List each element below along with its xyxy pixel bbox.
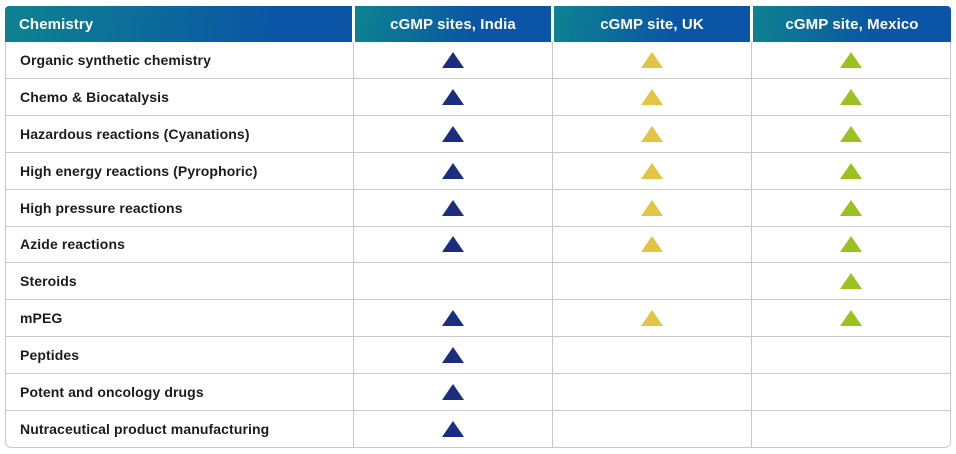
mexico-cell [751,78,950,115]
chemistry-cell: Azide reactions [6,227,353,263]
india-triangle-icon [442,236,464,253]
row-label: mPEG [20,310,63,327]
mexico-triangle-icon [840,162,862,179]
table-row: Chemo & Biocatalysis [6,77,950,115]
table-header: Chemistry cGMP sites, India cGMP site, U… [5,6,951,42]
mexico-cell [751,300,950,337]
chemistry-cell: High pressure reactions [6,190,353,226]
mexico-cell [751,411,950,447]
india-cell [353,115,552,152]
table-row: Azide reactions [6,225,950,263]
table-row: Nutraceutical product manufacturing [6,410,950,447]
chemistry-cell: Hazardous reactions (Cyanations) [6,116,353,152]
mexico-cell [751,42,950,78]
india-triangle-icon [442,88,464,105]
uk-triangle-icon [641,199,663,216]
uk-triangle-icon [641,236,663,253]
column-header-chemistry: Chemistry [5,6,352,42]
chemistry-cell: Steroids [6,263,353,299]
mexico-cell [751,189,950,226]
row-label: Chemo & Biocatalysis [20,88,170,105]
india-cell [353,226,552,263]
uk-cell [552,42,751,78]
uk-cell [552,263,751,300]
row-label: Peptides [20,347,80,364]
uk-triangle-icon [641,51,663,68]
mexico-cell [751,374,950,411]
row-label: Hazardous reactions (Cyanations) [20,125,250,142]
uk-cell [552,152,751,189]
row-label: Azide reactions [20,236,125,253]
chemistry-cell: Nutraceutical product manufacturing [6,411,353,447]
mexico-triangle-icon [840,88,862,105]
india-cell [353,189,552,226]
row-label: High energy reactions (Pyrophoric) [20,162,258,179]
mexico-triangle-icon [840,125,862,142]
india-triangle-icon [442,384,464,401]
column-header-mexico: cGMP site, Mexico [753,6,951,42]
india-triangle-icon [442,162,464,179]
chemistry-cell: mPEG [6,300,353,336]
uk-cell [552,115,751,152]
india-triangle-icon [442,199,464,216]
uk-triangle-icon [641,125,663,142]
mexico-cell [751,226,950,263]
table-row: Peptides [6,336,950,374]
india-triangle-icon [442,310,464,327]
mexico-triangle-icon [840,51,862,68]
row-label: Potent and oncology drugs [20,384,204,401]
india-cell [353,263,552,300]
mexico-cell [751,115,950,152]
uk-cell [552,374,751,411]
uk-triangle-icon [641,162,663,179]
row-label: High pressure reactions [20,199,183,216]
uk-triangle-icon [641,88,663,105]
column-header-india: cGMP sites, India [355,6,551,42]
table-row: Steroids [6,262,950,300]
column-header-uk: cGMP site, UK [554,6,750,42]
india-cell [353,411,552,447]
mexico-cell [751,152,950,189]
mexico-triangle-icon [840,236,862,253]
india-cell [353,152,552,189]
mexico-triangle-icon [840,273,862,290]
india-cell [353,42,552,78]
mexico-cell [751,263,950,300]
chemistry-cell: Chemo & Biocatalysis [6,79,353,115]
chemistry-cell: Peptides [6,337,353,373]
india-triangle-icon [442,347,464,364]
uk-cell [552,300,751,337]
india-cell [353,374,552,411]
india-triangle-icon [442,421,464,438]
india-cell [353,300,552,337]
uk-cell [552,189,751,226]
row-label: Steroids [20,273,77,290]
row-label: Organic synthetic chemistry [20,51,211,68]
capability-table: Chemistry cGMP sites, India cGMP site, U… [5,6,951,448]
india-triangle-icon [442,51,464,68]
chemistry-cell: Organic synthetic chemistry [6,42,353,78]
mexico-cell [751,337,950,374]
mexico-triangle-icon [840,310,862,327]
table-row: Potent and oncology drugs [6,373,950,411]
uk-triangle-icon [641,310,663,327]
table-row: Hazardous reactions (Cyanations) [6,114,950,152]
uk-cell [552,226,751,263]
table-row: mPEG [6,299,950,337]
table-row: Organic synthetic chemistry [6,42,950,78]
uk-cell [552,411,751,447]
uk-cell [552,78,751,115]
chemistry-cell: Potent and oncology drugs [6,374,353,410]
mexico-triangle-icon [840,199,862,216]
uk-cell [552,337,751,374]
chemistry-cell: High energy reactions (Pyrophoric) [6,153,353,189]
india-cell [353,337,552,374]
india-cell [353,78,552,115]
row-label: Nutraceutical product manufacturing [20,421,270,438]
table-row: High pressure reactions [6,188,950,226]
india-triangle-icon [442,125,464,142]
table-row: High energy reactions (Pyrophoric) [6,151,950,189]
table-body: Organic synthetic chemistry Chemo & Bioc… [5,42,951,448]
